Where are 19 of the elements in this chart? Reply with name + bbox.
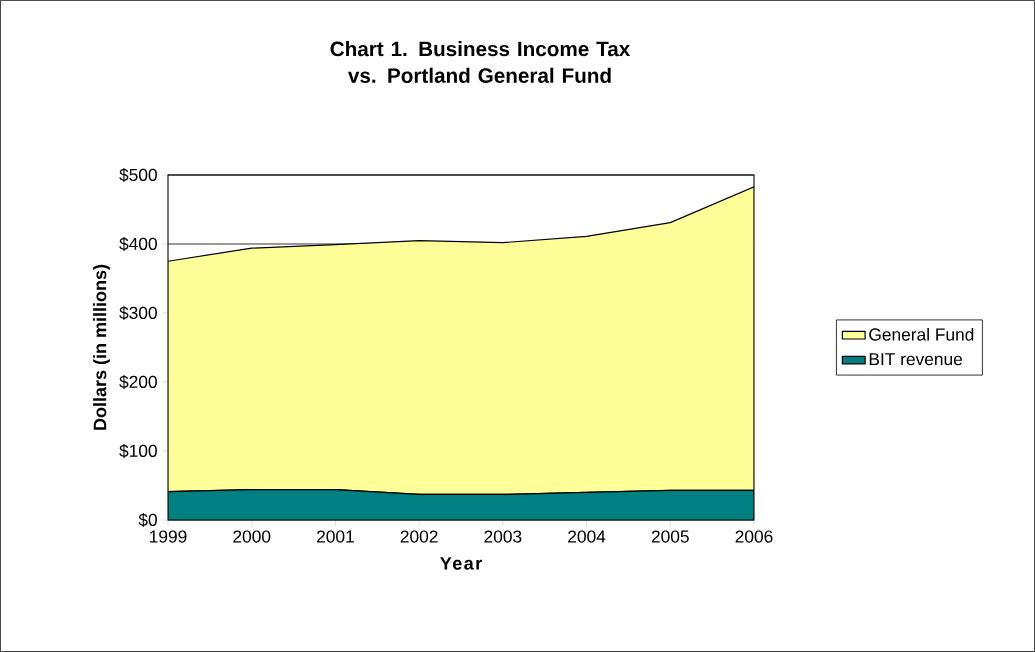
x-tick-label: 2000: [233, 530, 271, 543]
y-tick-label: $300: [119, 305, 157, 320]
chart-title: Chart 1. Business Income Tax vs. Portland General Fund: [330, 41, 631, 83]
legend-label: General Fund: [869, 327, 974, 341]
y-tick-label: $500: [119, 167, 157, 182]
x-tick-label: 1999: [150, 530, 187, 543]
x-tick-label: 2004: [568, 530, 606, 543]
x-tick-label: 2005: [651, 530, 689, 543]
x-axis-title: Year: [440, 557, 482, 570]
y-tick-label: $400: [119, 236, 157, 251]
y-tick-label: $0: [138, 512, 157, 527]
y-tick-label: $100: [119, 443, 157, 458]
x-tick-label: 2003: [484, 530, 522, 543]
x-tick-label: 2001: [317, 530, 354, 543]
x-tick-label: 2002: [400, 530, 438, 543]
y-tick-label: $200: [119, 374, 157, 389]
legend-label: BIT revenue: [869, 353, 963, 366]
x-tick-label: 2006: [735, 530, 773, 543]
y-axis-title: Dollars (in millions): [93, 264, 110, 430]
